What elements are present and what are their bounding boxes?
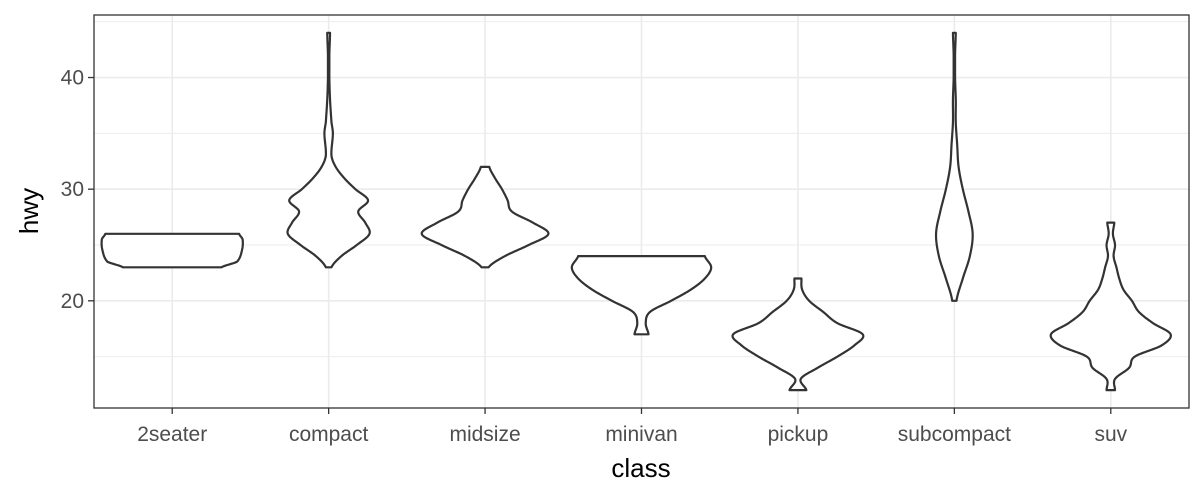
y-axis-title: hwy bbox=[14, 188, 44, 234]
axes: 20 30 40 2seater compact midsize minivan pickup… bbox=[61, 67, 1128, 446]
x-tick-label: pickup bbox=[768, 423, 829, 446]
violin-suv bbox=[1049, 221, 1172, 392]
violin-minivan bbox=[570, 255, 713, 336]
violin-midsize bbox=[420, 165, 550, 269]
grid bbox=[94, 15, 1189, 408]
violin-pickup bbox=[731, 277, 865, 392]
x-tick-label: minivan bbox=[605, 423, 677, 446]
y-tick-label: 40 bbox=[61, 67, 84, 90]
x-tick-label: compact bbox=[289, 423, 369, 446]
violins bbox=[100, 31, 1172, 392]
x-tick-label: 2seater bbox=[137, 423, 207, 446]
y-tick-label: 20 bbox=[61, 290, 84, 313]
violin-subcompact bbox=[934, 31, 974, 302]
x-tick-label: midsize bbox=[449, 423, 520, 446]
x-tick-label: subcompact bbox=[898, 423, 1011, 446]
x-axis-title: class bbox=[611, 453, 670, 483]
x-tick-label: suv bbox=[1094, 423, 1127, 446]
violin-2seater bbox=[100, 232, 244, 269]
y-tick-label: 30 bbox=[61, 178, 84, 201]
violin-compact bbox=[286, 31, 371, 269]
